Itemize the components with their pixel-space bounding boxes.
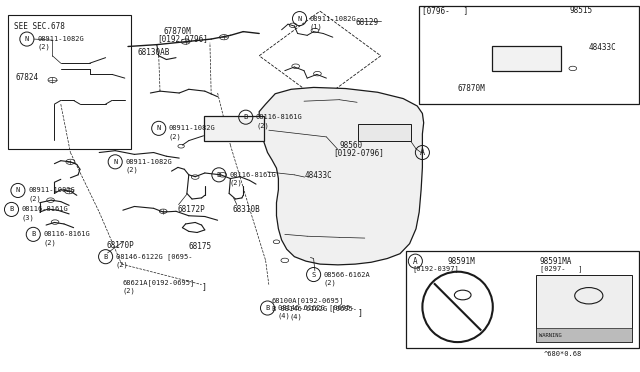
Text: ]: ] xyxy=(357,308,362,317)
Bar xyxy=(8,15,131,149)
Text: 08146-6162G [0695-: 08146-6162G [0695- xyxy=(278,305,355,311)
Text: 68130AB: 68130AB xyxy=(138,48,170,57)
Text: (2): (2) xyxy=(125,167,138,173)
Text: 08911-1082G: 08911-1082G xyxy=(310,16,356,22)
Text: (2): (2) xyxy=(169,133,182,140)
Text: 08911-1082G: 08911-1082G xyxy=(37,36,84,42)
Text: 98591MA: 98591MA xyxy=(540,257,572,266)
Text: (2): (2) xyxy=(44,239,56,246)
Text: 08146-6122G [0695-: 08146-6122G [0695- xyxy=(116,253,193,260)
Text: A: A xyxy=(420,148,425,157)
Text: SEE SEC.678: SEE SEC.678 xyxy=(14,22,65,31)
Text: B: B xyxy=(217,172,221,178)
Text: 08116-8161G: 08116-8161G xyxy=(229,172,276,178)
Text: N: N xyxy=(298,16,301,22)
Text: WARNING: WARNING xyxy=(539,333,562,339)
Text: S: S xyxy=(312,272,316,278)
Bar xyxy=(358,124,411,141)
Text: (4): (4) xyxy=(289,314,302,320)
Text: 68175: 68175 xyxy=(189,242,212,251)
Text: (2): (2) xyxy=(229,180,242,186)
Text: [0192-0397]: [0192-0397] xyxy=(413,265,460,272)
Text: 68310B: 68310B xyxy=(232,205,260,214)
Bar xyxy=(492,46,561,71)
Text: 08911-1082G: 08911-1082G xyxy=(28,187,75,193)
Text: ]: ] xyxy=(202,282,207,291)
Text: B: B xyxy=(244,114,248,120)
Text: 08911-1082G: 08911-1082G xyxy=(169,125,216,131)
Text: (2): (2) xyxy=(123,288,136,294)
Text: N: N xyxy=(16,187,20,193)
Text: B: B xyxy=(266,305,269,311)
Text: B: B xyxy=(10,206,13,212)
Text: (3): (3) xyxy=(22,214,35,221)
Text: 67824: 67824 xyxy=(16,73,39,82)
Text: 08116-8161G: 08116-8161G xyxy=(22,206,68,212)
Text: (1): (1) xyxy=(310,23,323,30)
Text: 08116-8161G: 08116-8161G xyxy=(256,114,303,120)
Text: 68129: 68129 xyxy=(355,18,378,27)
Text: 08116-8161G: 08116-8161G xyxy=(44,231,90,237)
Text: (2): (2) xyxy=(37,44,50,51)
Text: ^680*0.68: ^680*0.68 xyxy=(544,351,582,357)
Text: (2): (2) xyxy=(256,122,269,129)
Text: (2): (2) xyxy=(28,195,41,202)
Text: 68172P: 68172P xyxy=(178,205,205,214)
Text: [0192-0796]: [0192-0796] xyxy=(157,35,207,44)
Text: 68100A[0192-0695]: 68100A[0192-0695] xyxy=(272,297,344,304)
Text: 98560: 98560 xyxy=(339,141,362,150)
Text: B 08146-6162G [0695-: B 08146-6162G [0695- xyxy=(272,305,357,312)
Bar xyxy=(204,116,264,141)
PathPatch shape xyxy=(259,87,424,265)
Bar xyxy=(406,251,639,348)
Text: N: N xyxy=(25,36,29,42)
Text: (2): (2) xyxy=(116,262,129,268)
Text: [0796-   ]: [0796- ] xyxy=(422,6,468,15)
Text: 68621A[0192-0695]: 68621A[0192-0695] xyxy=(123,279,195,286)
Bar xyxy=(536,275,632,342)
Bar xyxy=(419,6,639,104)
Text: 98515: 98515 xyxy=(570,6,593,15)
Text: 08911-1082G: 08911-1082G xyxy=(125,159,172,165)
Text: 67870M: 67870M xyxy=(458,84,485,93)
Text: A: A xyxy=(413,257,418,266)
Bar xyxy=(536,328,632,342)
Text: 67870M: 67870M xyxy=(163,27,191,36)
Text: B: B xyxy=(104,254,108,260)
Text: 48433C: 48433C xyxy=(305,171,332,180)
Text: N: N xyxy=(113,159,117,165)
Text: B: B xyxy=(31,231,35,237)
Text: 68170P: 68170P xyxy=(107,241,134,250)
Text: 08566-6162A: 08566-6162A xyxy=(324,272,371,278)
Text: 98591M: 98591M xyxy=(448,257,476,266)
Text: [0297-   ]: [0297- ] xyxy=(540,265,582,272)
Text: (4): (4) xyxy=(278,313,291,320)
Text: (2): (2) xyxy=(324,279,337,286)
Text: [0192-0796]: [0192-0796] xyxy=(333,148,383,157)
Text: 48433C: 48433C xyxy=(589,43,616,52)
Text: N: N xyxy=(157,125,161,131)
